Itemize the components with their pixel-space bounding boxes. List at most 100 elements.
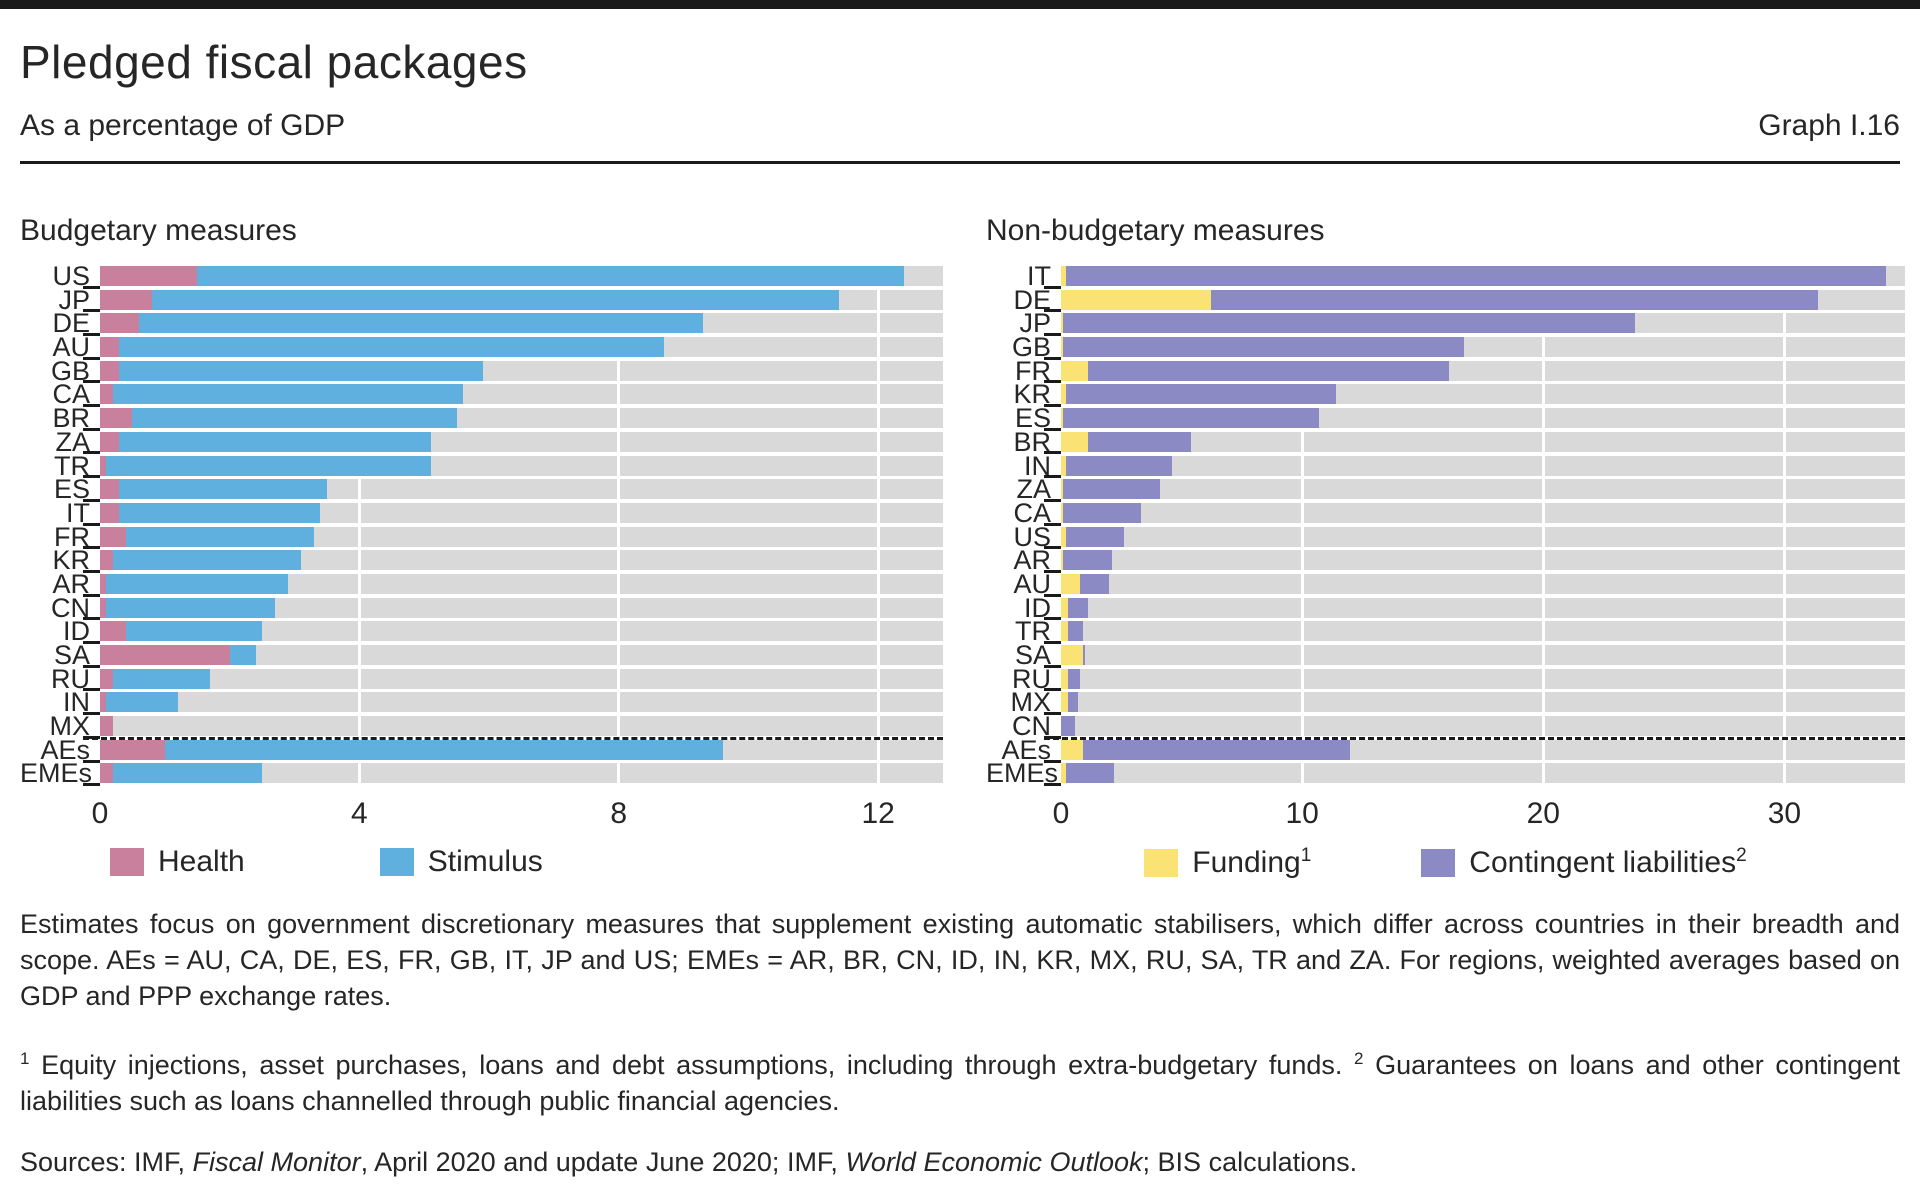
bar-row-ZA <box>100 431 943 452</box>
bar-segment-stimulus <box>119 360 483 381</box>
bar-segment-health <box>100 455 107 476</box>
bar-segment-health <box>100 337 120 358</box>
y-axis-tick <box>83 593 100 597</box>
x-tick-label-8: 8 <box>610 797 628 831</box>
bar-row-FR <box>100 526 943 547</box>
bar-segment-contingent-liabilities <box>1068 621 1083 642</box>
legend-label: Funding1 <box>1192 845 1312 880</box>
category-label-AR: AR <box>52 568 90 599</box>
bar-row-KR <box>1061 384 1905 405</box>
bar-segment-contingent-liabilities <box>1068 668 1081 689</box>
bar-segment-contingent-liabilities <box>1065 455 1172 476</box>
panel-title-budgetary: Budgetary measures <box>20 214 297 247</box>
y-axis-tick <box>83 475 100 479</box>
y-axis-tick <box>1044 380 1061 384</box>
panel-non-budgetary: Non-budgetary measures IT DE JP GB FR KR ES BR I… <box>986 164 1905 880</box>
bar-segment-stimulus <box>125 526 314 547</box>
category-label-FR: FR <box>54 521 90 552</box>
category-label-ES: ES <box>53 474 90 505</box>
bar-row-FR <box>1061 360 1905 381</box>
bar-segment-health <box>100 526 126 547</box>
category-label-ID: ID <box>1024 592 1051 623</box>
aggregate-separator-line <box>1044 736 1905 740</box>
figure-subtitle: As a percentage of GDP <box>20 109 346 142</box>
x-tick-label-0: 0 <box>1052 797 1070 831</box>
category-label-GB: GB <box>50 355 90 386</box>
bar-segment-stimulus <box>132 408 457 429</box>
x-tick-label-12: 12 <box>861 797 895 831</box>
category-label-MX: MX <box>49 711 91 742</box>
bar-row-US <box>100 266 943 286</box>
bar-segment-contingent-liabilities <box>1080 573 1110 594</box>
x-axis-budgetary: 0 4 8 12 <box>92 797 943 839</box>
bar-segment-funding <box>1061 266 1066 286</box>
y-axis-tick <box>1044 356 1061 360</box>
panel-title-non-budgetary: Non-budgetary measures <box>986 214 1325 247</box>
category-label-IN: IN <box>63 687 90 718</box>
bar-row-MX <box>100 716 943 737</box>
bar-row-CA <box>1061 502 1905 523</box>
category-label-IT: IT <box>66 497 90 528</box>
bar-row-ES <box>100 479 943 500</box>
y-axis-tick <box>1044 546 1061 550</box>
category-label-US: US <box>1013 521 1051 552</box>
bar-segment-contingent-liabilities <box>1063 337 1464 358</box>
bar-row-MX <box>1061 692 1905 713</box>
bar-segment-health <box>100 739 165 760</box>
y-axis-tick <box>1044 593 1061 597</box>
category-label-ID: ID <box>63 616 90 647</box>
bar-segment-funding <box>1061 668 1069 689</box>
y-axis-tick <box>83 498 100 502</box>
category-label-DE: DE <box>52 308 90 339</box>
category-label-KR: KR <box>1013 379 1051 410</box>
bar-row-RU <box>1061 668 1905 689</box>
footnote-main: Estimates focus on government discretion… <box>20 909 1900 1012</box>
category-label-TR: TR <box>1015 616 1051 647</box>
y-axis-tick <box>1044 451 1061 455</box>
category-label-CN: CN <box>51 592 90 623</box>
category-label-SA: SA <box>1014 640 1051 670</box>
y-axis-tick <box>1044 569 1061 573</box>
bar-segment-contingent-liabilities <box>1065 763 1115 784</box>
bar-segment-funding <box>1061 455 1066 476</box>
gridline-8 <box>617 266 621 788</box>
legend-label: Contingent liabilities2 <box>1469 845 1747 880</box>
category-axis: IT DE JP GB FR KR ES BR IN ZA CA US AR AU ID TR SA RU MX CN… <box>986 263 1061 787</box>
bar-segment-health <box>100 479 120 500</box>
bar-segment-stimulus <box>112 668 211 689</box>
bar-row-US <box>1061 526 1905 547</box>
y-axis-tick <box>1044 427 1061 431</box>
bar-row-BR <box>100 408 943 429</box>
bar-segment-health <box>100 266 198 286</box>
y-axis-tick <box>83 285 100 289</box>
bar-row-ZA <box>1061 479 1905 500</box>
legend-swatch <box>1421 848 1456 877</box>
y-axis-tick <box>1044 285 1061 289</box>
bar-segment-funding <box>1061 692 1069 713</box>
bar-segment-stimulus <box>197 266 905 286</box>
legend-swatch <box>379 848 414 877</box>
bar-segment-health <box>100 313 139 334</box>
y-axis-tick <box>83 712 100 716</box>
bar-segment-stimulus <box>164 739 723 760</box>
bar-segment-funding <box>1061 573 1081 594</box>
bar-segment-health <box>100 692 107 713</box>
sources-line: Sources: IMF, Fiscal Monitor, April 2020… <box>20 1147 1358 1178</box>
bar-segment-contingent-liabilities <box>1065 526 1124 547</box>
y-axis-tick <box>1044 498 1061 502</box>
bar-segment-stimulus <box>125 621 263 642</box>
bar-segment-funding <box>1061 763 1066 784</box>
bar-row-EMEs <box>100 763 943 784</box>
bar-segment-stimulus <box>119 502 321 523</box>
category-label-CA: CA <box>1013 497 1051 528</box>
y-axis-tick <box>83 783 100 787</box>
legend-budgetary: Health Stimulus <box>110 845 943 879</box>
panel-budgetary: Budgetary measures US JP DE AU GB CA BR ZA TR ES I… <box>20 164 943 880</box>
category-label-CA: CA <box>52 379 90 410</box>
bar-segment-contingent-liabilities <box>1065 266 1886 286</box>
category-label-TR: TR <box>54 450 90 481</box>
bar-row-CN <box>1061 716 1905 737</box>
top-rule <box>0 0 1920 9</box>
category-label-MX: MX <box>1010 687 1052 718</box>
legend-label: Stimulus <box>427 845 543 879</box>
